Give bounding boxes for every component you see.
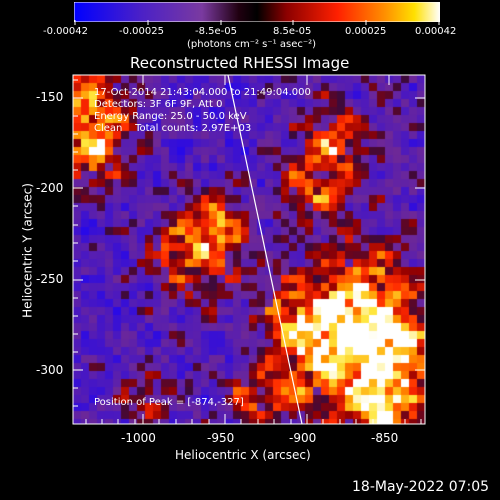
annotation-peak-position: Position of Peak = [-874,-327]: [94, 397, 244, 408]
annotation-time-range: 17-Oct-2014 21:43:04.000 to 21:49:04.000: [94, 87, 311, 98]
colorbar-tick-label: 0.00025: [345, 26, 387, 37]
colorbar-tick-label: 8.5e-05: [273, 26, 312, 37]
colorbar-tick-label: -8.5e-05: [195, 26, 237, 37]
x-tick-label: -850: [371, 431, 399, 445]
image-title: Reconstructed RHESSI Image: [130, 54, 350, 72]
footer-timestamp: 18-May-2022 07:05: [352, 479, 490, 495]
x-tick-label: -1000: [121, 431, 156, 445]
annotation-clean-counts: Clean Total counts: 2.97E+03: [94, 123, 252, 134]
annotation-detectors: Detectors: 3F 6F 9F, Att 0: [94, 99, 223, 110]
colorbar-unit-label: (photons cm⁻² s⁻¹ asec⁻²): [187, 39, 317, 50]
colorbar-tick-label: 0.00042: [415, 26, 457, 37]
colorbar-tick-marks: [74, 20, 440, 25]
y-tick-label: -250: [36, 272, 64, 286]
y-tick-label: -150: [36, 90, 64, 104]
colorbar-tick-label: -0.00042: [43, 26, 88, 37]
y-tick-label: -200: [36, 181, 64, 195]
x-axis-label: Heliocentric X (arcsec): [175, 448, 311, 462]
y-axis-label: Heliocentric Y (arcsec): [20, 183, 35, 318]
rhessi-image-area: [73, 75, 425, 424]
y-tick-marks: [73, 79, 425, 407]
solar-limb-line: [227, 74, 303, 425]
x-tick-marks: [85, 75, 422, 424]
y-tick-label: -300: [36, 363, 64, 377]
rhessi-heatmap: [73, 75, 425, 424]
colorbar-tick-label: -0.00025: [119, 26, 164, 37]
annotation-energy-range: Energy Range: 25.0 - 50.0 keV: [94, 111, 247, 122]
plot-frame: [72, 74, 426, 425]
x-tick-label: -900: [289, 431, 317, 445]
x-tick-label: -950: [207, 431, 235, 445]
